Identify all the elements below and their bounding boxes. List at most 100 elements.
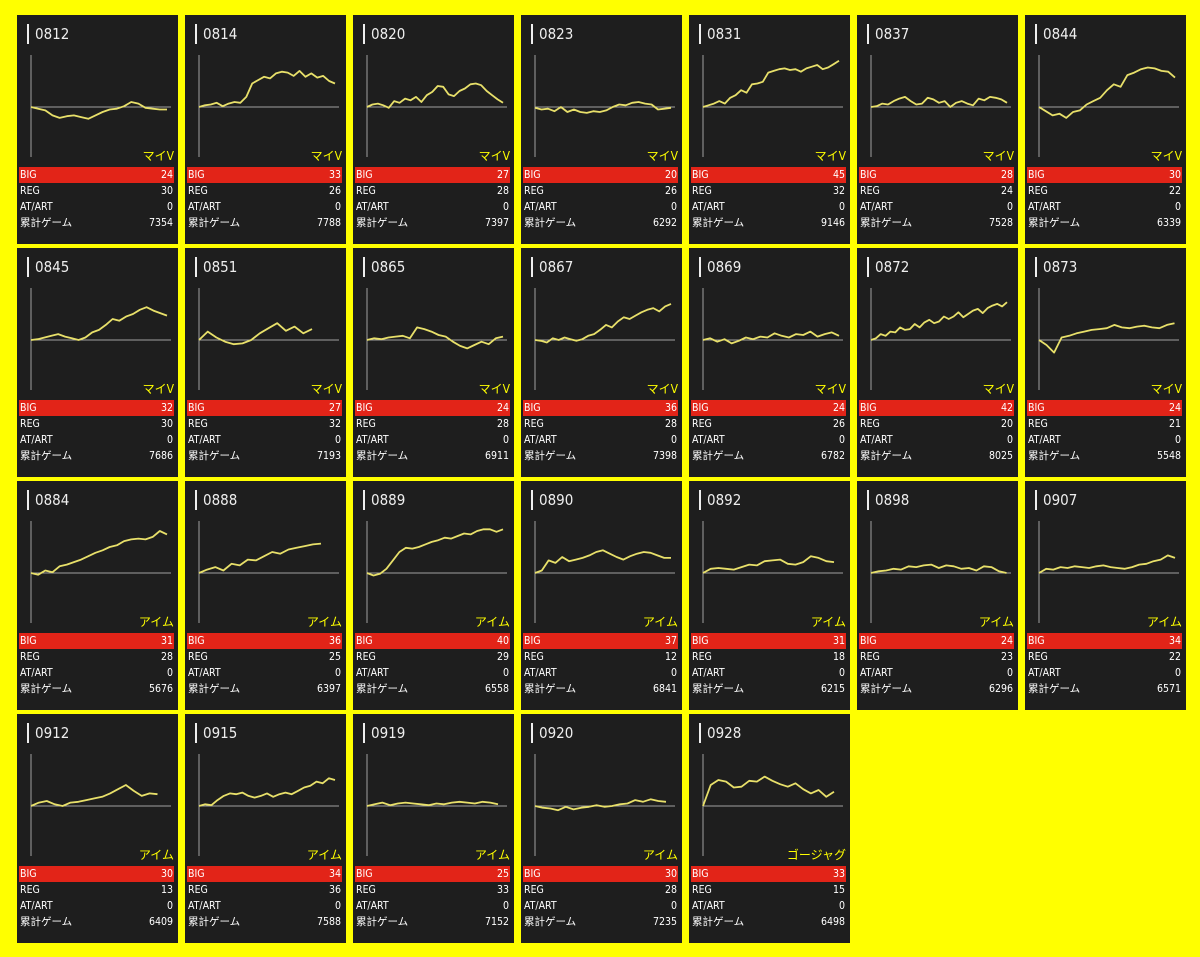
- at-art-row-label: AT/ART: [1028, 434, 1061, 446]
- at-art-row-label: AT/ART: [20, 667, 53, 679]
- slot-card[interactable]: 0867 マイV BIG 36 REG 28 AT/ART 0 累計ゲーム 7398: [521, 248, 682, 477]
- total-games-row: 累計ゲーム 7397: [355, 215, 510, 231]
- slot-card[interactable]: 0831 マイV BIG 45 REG 32 AT/ART 0 累計ゲーム 9146: [689, 15, 850, 244]
- graph-line: [30, 530, 168, 576]
- total-games-row: 累計ゲーム 6911: [355, 448, 510, 464]
- reg-row-value: 26: [832, 418, 845, 430]
- slot-card[interactable]: 0873 マイV BIG 24 REG 21 AT/ART 0 累計ゲーム 5548: [1025, 248, 1186, 477]
- slot-card[interactable]: 0889 アイム BIG 40 REG 29 AT/ART 0 累計ゲーム 6558: [353, 481, 514, 710]
- slot-card[interactable]: 0898 アイム BIG 24 REG 23 AT/ART 0 累計ゲーム 6296: [857, 481, 1018, 710]
- at-art-row-value: 0: [502, 900, 509, 912]
- reg-row-label: REG: [356, 418, 376, 430]
- big-row-value: 31: [160, 635, 173, 647]
- at-art-row-value: 0: [166, 900, 173, 912]
- at-art-row: AT/ART 0: [523, 665, 678, 681]
- total-games-row: 累計ゲーム 6558: [355, 681, 510, 697]
- slot-card[interactable]: 0890 アイム BIG 37 REG 12 AT/ART 0 累計ゲーム 6841: [521, 481, 682, 710]
- reg-row-label: REG: [860, 185, 880, 197]
- reg-row-value: 13: [160, 884, 173, 896]
- slot-card[interactable]: 0919 アイム BIG 25 REG 33 AT/ART 0 累計ゲーム 7152: [353, 714, 514, 943]
- big-row: BIG 37: [523, 633, 678, 649]
- graph-line: [198, 322, 313, 346]
- reg-row-value: 20: [1000, 418, 1013, 430]
- big-row: BIG 33: [187, 167, 342, 183]
- total-games-row: 累計ゲーム 6397: [187, 681, 342, 697]
- at-art-row: AT/ART 0: [187, 432, 342, 448]
- at-art-row-value: 0: [838, 667, 845, 679]
- payout-graph: [30, 55, 171, 157]
- total-games-row-value: 7398: [652, 450, 677, 462]
- at-art-row-label: AT/ART: [356, 201, 389, 213]
- total-games-row-label: 累計ゲーム: [356, 450, 409, 462]
- total-games-row-value: 7788: [316, 217, 341, 229]
- machine-number: 0812: [27, 24, 69, 44]
- slot-card[interactable]: 0912 アイム BIG 30 REG 13 AT/ART 0 累計ゲーム 6409: [17, 714, 178, 943]
- at-art-row-value: 0: [1006, 434, 1013, 446]
- slot-card[interactable]: 0837 マイV BIG 28 REG 24 AT/ART 0 累計ゲーム 7528: [857, 15, 1018, 244]
- total-games-row-value: 7528: [988, 217, 1013, 229]
- slot-card[interactable]: 0845 マイV BIG 32 REG 30 AT/ART 0 累計ゲーム 7686: [17, 248, 178, 477]
- slot-card[interactable]: 0869 マイV BIG 24 REG 26 AT/ART 0 累計ゲーム 6782: [689, 248, 850, 477]
- machine-number: 0898: [867, 490, 909, 510]
- payout-graph: [366, 754, 507, 856]
- reg-row-value: 30: [160, 418, 173, 430]
- machine-number: 0907: [1035, 490, 1077, 510]
- reg-row-value: 28: [664, 418, 677, 430]
- at-art-row: AT/ART 0: [523, 898, 678, 914]
- reg-row: REG 32: [187, 416, 342, 432]
- reg-row-label: REG: [20, 651, 40, 663]
- at-art-row-label: AT/ART: [356, 900, 389, 912]
- payout-graph: [198, 521, 339, 623]
- slot-card[interactable]: 0820 マイV BIG 27 REG 28 AT/ART 0 累計ゲーム 7397: [353, 15, 514, 244]
- big-row: BIG 31: [19, 633, 174, 649]
- reg-row-value: 28: [664, 884, 677, 896]
- slot-card[interactable]: 0823 マイV BIG 20 REG 26 AT/ART 0 累計ゲーム 6292: [521, 15, 682, 244]
- at-art-row-value: 0: [1174, 434, 1181, 446]
- total-games-row-label: 累計ゲーム: [692, 450, 745, 462]
- slot-card[interactable]: 0915 アイム BIG 34 REG 36 AT/ART 0 累計ゲーム 7588: [185, 714, 346, 943]
- slot-card[interactable]: 0920 アイム BIG 30 REG 28 AT/ART 0 累計ゲーム 7235: [521, 714, 682, 943]
- total-games-row: 累計ゲーム 5676: [19, 681, 174, 697]
- big-row-value: 30: [1168, 169, 1181, 181]
- total-games-row-value: 7152: [484, 916, 509, 928]
- total-games-row-value: 7686: [148, 450, 173, 462]
- reg-row-value: 32: [328, 418, 341, 430]
- slot-card[interactable]: 0884 アイム BIG 31 REG 28 AT/ART 0 累計ゲーム 5676: [17, 481, 178, 710]
- big-row-value: 42: [1000, 402, 1013, 414]
- big-row: BIG 25: [355, 866, 510, 882]
- big-row-label: BIG: [356, 402, 373, 414]
- payout-graph: [198, 754, 339, 856]
- big-row-value: 24: [160, 169, 173, 181]
- at-art-row-label: AT/ART: [188, 201, 221, 213]
- at-art-row-value: 0: [166, 201, 173, 213]
- machine-type: アイム: [138, 615, 174, 629]
- slot-card[interactable]: 0814 マイV BIG 33 REG 26 AT/ART 0 累計ゲーム 7788: [185, 15, 346, 244]
- graph-line: [366, 528, 504, 577]
- slot-card[interactable]: 0812 マイV BIG 24 REG 30 AT/ART 0 累計ゲーム 7354: [17, 15, 178, 244]
- slot-card[interactable]: 0872 マイV BIG 42 REG 20 AT/ART 0 累計ゲーム 8025: [857, 248, 1018, 477]
- total-games-row: 累計ゲーム 9146: [691, 215, 846, 231]
- slot-card[interactable]: 0928 ゴージャグ BIG 33 REG 15 AT/ART 0 累計ゲーム 6498: [689, 714, 850, 943]
- reg-row-label: REG: [1028, 651, 1048, 663]
- at-art-row-label: AT/ART: [1028, 667, 1061, 679]
- at-art-row-label: AT/ART: [188, 900, 221, 912]
- total-games-row-label: 累計ゲーム: [524, 450, 577, 462]
- payout-graph: [534, 521, 675, 623]
- reg-row: REG 15: [691, 882, 846, 898]
- slot-card[interactable]: 0865 マイV BIG 24 REG 28 AT/ART 0 累計ゲーム 6911: [353, 248, 514, 477]
- payout-graph: [870, 288, 1011, 390]
- slot-card[interactable]: 0888 アイム BIG 36 REG 25 AT/ART 0 累計ゲーム 6397: [185, 481, 346, 710]
- reg-row-label: REG: [524, 884, 544, 896]
- reg-row: REG 22: [1027, 183, 1182, 199]
- at-art-row-value: 0: [502, 434, 509, 446]
- slot-card[interactable]: 0844 マイV BIG 30 REG 22 AT/ART 0 累計ゲーム 6339: [1025, 15, 1186, 244]
- reg-row-value: 28: [160, 651, 173, 663]
- reg-row: REG 23: [859, 649, 1014, 665]
- reg-row-value: 28: [496, 418, 509, 430]
- graph-line: [534, 549, 671, 574]
- slot-card[interactable]: 0907 アイム BIG 34 REG 22 AT/ART 0 累計ゲーム 6571: [1025, 481, 1186, 710]
- slot-card[interactable]: 0851 マイV BIG 27 REG 32 AT/ART 0 累計ゲーム 7193: [185, 248, 346, 477]
- payout-graph: [1038, 288, 1179, 390]
- slot-card[interactable]: 0892 アイム BIG 31 REG 18 AT/ART 0 累計ゲーム 6215: [689, 481, 850, 710]
- graph-line: [366, 82, 504, 109]
